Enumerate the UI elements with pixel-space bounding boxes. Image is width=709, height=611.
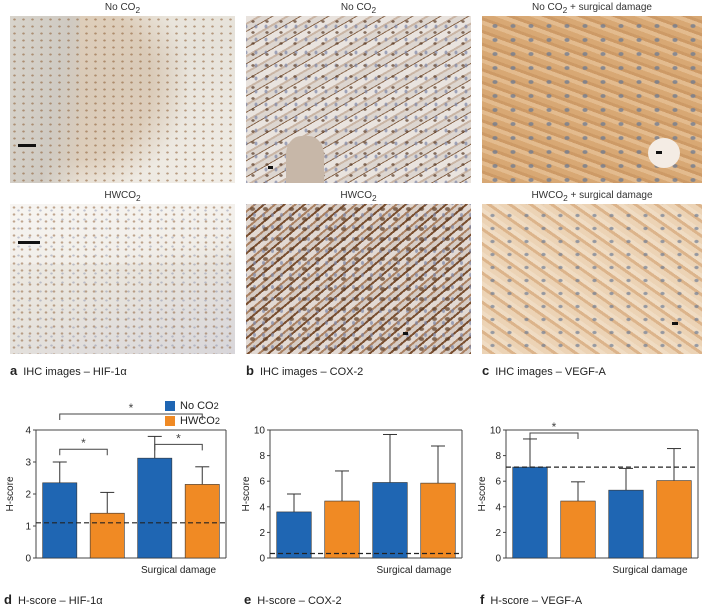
scale-bar bbox=[268, 166, 273, 169]
image-title-a-bottom: HWCO2 bbox=[104, 190, 141, 203]
tissue-void bbox=[286, 136, 324, 183]
y-tick-label: 6 bbox=[259, 477, 265, 488]
y-tick-label: 8 bbox=[259, 451, 265, 462]
stain-texture bbox=[246, 204, 471, 354]
x-group-label: Surgical damage bbox=[612, 565, 687, 576]
image-title-a-top: No CO2 bbox=[104, 2, 141, 15]
y-tick-label: 2 bbox=[495, 528, 501, 539]
y-tick-label: 10 bbox=[490, 426, 502, 437]
y-tick-label: 0 bbox=[495, 554, 501, 565]
chart-cox-2: 0 2 4 6 8 10 H-score Surgical damage bbox=[241, 426, 463, 576]
bar bbox=[324, 500, 360, 559]
y-tick-label: 4 bbox=[495, 502, 501, 513]
chart-vegf-a: 0 2 4 6 8 10 H-score Surgical damage * bbox=[477, 420, 699, 576]
x-group-label: Surgical damage bbox=[376, 565, 451, 576]
micrograph-hif-no-co2 bbox=[10, 16, 235, 183]
y-axis-label: H-score bbox=[5, 476, 16, 511]
panel-label-b: b IHC images – COX-2 bbox=[246, 363, 364, 378]
panel-label-c: c IHC images – VEGF-A bbox=[482, 363, 606, 378]
legend-item-no-co2: No CO 2 bbox=[165, 400, 220, 412]
image-title-c-top: No CO2 + surgical damage bbox=[532, 2, 652, 15]
legend-swatch-hwco2 bbox=[165, 416, 175, 426]
micrograph-vegf-no-co2-damage bbox=[482, 16, 702, 183]
tissue-void bbox=[648, 138, 680, 168]
stain-texture bbox=[10, 204, 235, 354]
panel-label-a: a IHC images – HIF-1α bbox=[10, 363, 127, 378]
y-tick-label: 0 bbox=[25, 554, 31, 565]
scale-bar bbox=[18, 241, 40, 244]
image-title-c-bottom: HWCO2 + surgical damage bbox=[531, 190, 653, 203]
bar bbox=[560, 500, 596, 559]
stain-texture bbox=[10, 16, 235, 183]
stain-texture bbox=[482, 204, 702, 354]
y-tick-label: 6 bbox=[495, 477, 501, 488]
y-axis-label: H-score bbox=[477, 476, 488, 511]
scale-bar bbox=[18, 144, 36, 147]
significance-star: * bbox=[129, 401, 134, 415]
bar bbox=[276, 511, 312, 559]
significance-bracket bbox=[59, 413, 203, 420]
micrograph-cox-hwco2 bbox=[246, 204, 471, 354]
significance-star: * bbox=[552, 420, 557, 434]
panel-label-e: e H-score – COX-2 bbox=[244, 592, 342, 607]
y-tick-label: 2 bbox=[259, 528, 265, 539]
bar bbox=[184, 484, 220, 559]
y-tick-label: 10 bbox=[254, 426, 266, 437]
panel-label-f: f H-score – VEGF-A bbox=[480, 592, 583, 607]
y-tick-label: 0 bbox=[259, 554, 265, 565]
significance-bracket bbox=[529, 432, 579, 439]
y-tick-label: 2 bbox=[25, 490, 31, 501]
bar bbox=[372, 482, 408, 559]
bar bbox=[137, 457, 173, 559]
legend-item-hwco2: HWCO 2 bbox=[165, 415, 220, 427]
micrograph-cox-no-co2 bbox=[246, 16, 471, 183]
significance-bracket bbox=[59, 448, 108, 456]
significance-bracket bbox=[154, 443, 203, 451]
chart-hif-1a: 0 1 2 3 4 H-score Surgical damage * * * bbox=[5, 401, 227, 576]
bar bbox=[656, 480, 692, 559]
significance-star: * bbox=[81, 436, 86, 450]
panel-label-d: d H-score – HIF-1α bbox=[4, 592, 103, 607]
stain-texture bbox=[246, 16, 471, 183]
y-tick-label: 3 bbox=[25, 458, 31, 469]
bar bbox=[420, 482, 456, 559]
image-title-b-bottom: HWCO2 bbox=[340, 190, 377, 203]
micrograph-vegf-hwco2-damage bbox=[482, 204, 702, 354]
image-title-b-top: No CO2 bbox=[340, 2, 377, 15]
legend: No CO 2 HWCO 2 bbox=[165, 400, 220, 427]
scale-bar bbox=[656, 151, 662, 154]
scale-bar bbox=[672, 322, 678, 325]
x-group-label: Surgical damage bbox=[141, 565, 216, 576]
bar bbox=[608, 489, 644, 559]
micrograph-hif-hwco2 bbox=[10, 204, 235, 354]
bar bbox=[89, 512, 125, 559]
y-tick-label: 4 bbox=[259, 502, 265, 513]
legend-swatch-no-co2 bbox=[165, 401, 175, 411]
y-tick-label: 1 bbox=[25, 522, 31, 533]
scale-bar bbox=[403, 332, 408, 335]
bar bbox=[42, 482, 78, 559]
y-axis-label: H-score bbox=[241, 476, 252, 511]
significance-star: * bbox=[176, 431, 181, 445]
y-tick-label: 4 bbox=[25, 426, 31, 437]
bar bbox=[512, 466, 548, 559]
y-tick-label: 8 bbox=[495, 451, 501, 462]
